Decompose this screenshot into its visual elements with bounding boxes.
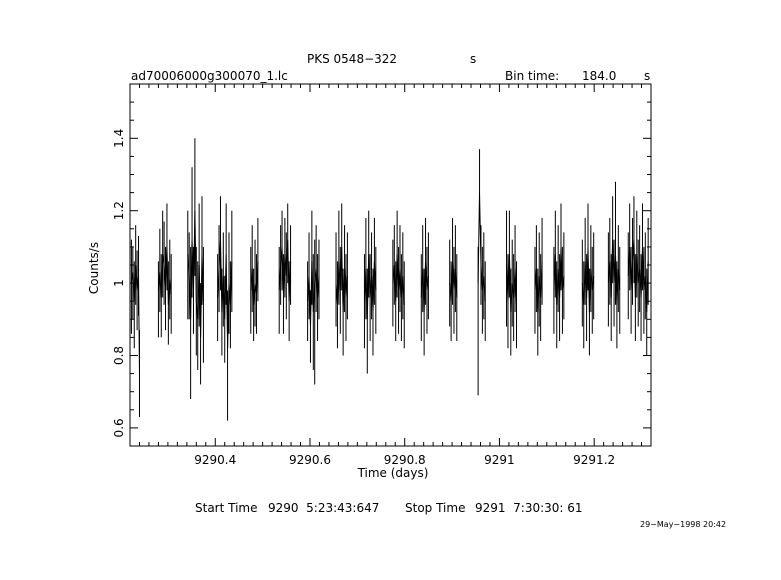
x-tick-label-1: 9290.6 <box>289 453 331 467</box>
series-line-segment <box>130 264 140 374</box>
x-tick-label-2: 9290.8 <box>384 453 426 467</box>
series-line-segment <box>506 254 517 313</box>
bin-time-unit: s <box>644 69 651 83</box>
y-tick-label-2: 1 <box>112 279 126 287</box>
x-tick-label-4: 9291.2 <box>573 453 615 467</box>
series-line-segment <box>250 261 259 305</box>
series-line-segment <box>477 192 486 302</box>
x-axis-label: Time (days) <box>357 466 429 480</box>
bin-time-label: Bin time: <box>505 69 560 83</box>
series-group <box>130 138 649 421</box>
start-time-label: Start Time <box>195 501 258 515</box>
lightcurve-filename: ad70006000g300070_1.lc <box>131 69 288 83</box>
series-line-segment <box>581 246 595 313</box>
series-line-segment <box>335 246 348 313</box>
series-line-segment <box>420 261 429 313</box>
series-line-segment <box>449 261 458 302</box>
series-line-segment <box>187 210 204 338</box>
y-axis-ticks: 0.6 0.8 1 1.2 1.4 <box>112 83 651 447</box>
y-tick-label-3: 1.2 <box>112 201 126 220</box>
source-name: PKS 0548−322 <box>307 52 398 66</box>
series-line-segment <box>553 246 565 305</box>
series-line-segment <box>364 254 377 320</box>
series-line-segment <box>607 239 621 305</box>
y-tick-label-1: 0.8 <box>112 346 126 365</box>
plot-frame <box>129 83 652 447</box>
series-line-segment <box>627 239 649 313</box>
series-line-segment <box>217 239 233 349</box>
source-unit: s <box>470 52 477 66</box>
stop-time-value: 9291 7:30:30: 61 <box>475 501 583 515</box>
bin-time-value: 184.0 <box>582 69 617 83</box>
stop-time-label: Stop Time <box>405 501 466 515</box>
series-line-segment <box>307 261 320 327</box>
x-tick-label-3: 9291 <box>484 453 515 467</box>
series-line-segment <box>278 239 292 302</box>
date-stamp: 29−May−1998 20:42 <box>640 520 727 529</box>
y-tick-label-0: 0.6 <box>112 418 126 437</box>
series-line-segment <box>157 246 172 305</box>
series-line-segment <box>392 254 405 305</box>
x-tick-label-0: 9290.4 <box>194 453 236 467</box>
y-tick-label-4: 1.4 <box>112 129 126 148</box>
x-axis-ticks: 9290.4 9290.6 9290.8 9291 9291.2 <box>129 84 652 467</box>
start-time-value: 9290 5:23:43:647 <box>268 501 380 515</box>
y-axis-label: Counts/s <box>87 242 101 294</box>
series-line-segment <box>534 261 543 313</box>
